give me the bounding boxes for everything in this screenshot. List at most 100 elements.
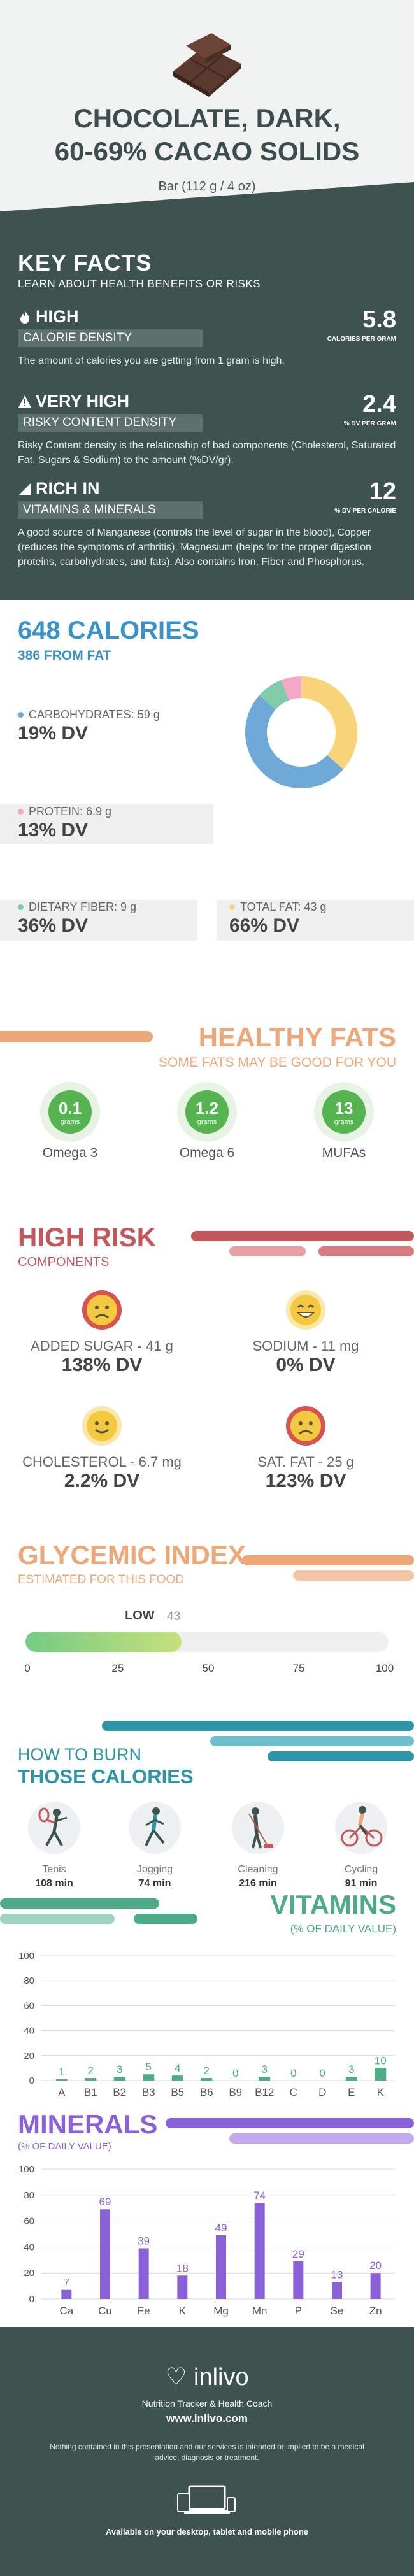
- activity-cleaning: Cleaning 216 min: [223, 1801, 293, 1889]
- high-risk-subtitle: COMPONENTS: [18, 1255, 110, 1269]
- y-tick-label: 60: [24, 2000, 34, 2011]
- decorative-stripe: [0, 1898, 159, 1909]
- bar: [370, 2273, 381, 2299]
- x-tick-label: K: [377, 2086, 385, 2098]
- x-tick-label: Fe: [138, 2305, 150, 2317]
- chart-up-icon: [19, 483, 31, 495]
- decorative-stripe: [268, 1751, 414, 1761]
- x-tick-label: B9: [229, 2086, 242, 2098]
- high-risk-title: HIGH RISK: [18, 1222, 157, 1252]
- bar-value-label: 0: [232, 2067, 238, 2079]
- decorative-stripe: [0, 1914, 115, 1924]
- vitamins-title: VITAMINS: [270, 1889, 396, 1919]
- brand-logo[interactable]: ♡ inlivo: [165, 2364, 249, 2391]
- glycemic-subtitle: ESTIMATED FOR THIS FOOD: [18, 1573, 185, 1586]
- bar: [85, 2078, 97, 2081]
- tennis-icon: [28, 1802, 80, 1854]
- bar-value-label: 0: [320, 2067, 325, 2079]
- nutrient-total-fat: TOTAL FAT: 43 g 66% DV: [229, 900, 327, 936]
- risk-sodium: SODIUM - 11 mg 0% DV: [210, 1290, 401, 1376]
- y-tick-label: 40: [24, 2026, 34, 2037]
- y-tick-label: 100: [18, 1951, 34, 1961]
- bar: [113, 2077, 125, 2081]
- burn-title-line1: HOW TO BURN: [18, 1745, 142, 1764]
- nutrient-dv: 66% DV: [229, 915, 300, 936]
- glycemic-tick: 50: [202, 1662, 215, 1674]
- x-tick-label: B2: [113, 2086, 126, 2098]
- bar: [55, 2079, 68, 2081]
- x-tick-label: B12: [255, 2086, 274, 2098]
- nutrient-protein: PROTEIN: 6.9 g 13% DV: [18, 805, 112, 841]
- glycemic-value: 43: [167, 1610, 181, 1623]
- vitamins-bar-chart: 0 20 40 60 80 100 1 A 2 B1 3 B2 5 B3 4 B5 2 B6 0 B9 3 B12 0 C 0 D…: [18, 1951, 395, 2098]
- bar-value-label: 1: [59, 2066, 64, 2078]
- glycemic-tick: 0: [24, 1662, 31, 1674]
- devices-icon: [177, 2485, 236, 2514]
- bar: [61, 2289, 72, 2299]
- bar: [177, 2275, 188, 2299]
- cycling-icon: [335, 1802, 387, 1854]
- serving-size: Bar (112 g / 4 oz): [158, 180, 256, 194]
- fact-risky-content: VERY HIGH RISKY CONTENT DENSITY 2.4 % DV …: [18, 392, 396, 467]
- bar-value-label: 2: [204, 2065, 210, 2077]
- website-link[interactable]: www.inlivo.com: [166, 2412, 248, 2424]
- healthy-fats-section: HEALTHY FATS SOME FATS MAY BE GOOD FOR Y…: [0, 1017, 414, 1208]
- legend-dot: [18, 712, 24, 718]
- flame-icon: [20, 310, 29, 324]
- warning-icon: [18, 395, 31, 408]
- legend-dot: [18, 809, 24, 815]
- fact-value: 12: [369, 478, 396, 505]
- nutrient-carbohydrates: CARBOHYDRATES: 59 g 19% DV: [18, 708, 160, 744]
- hero-section: CHOCOLATE, DARK, 60-69% CACAO SOLIDS Bar…: [0, 0, 414, 211]
- bar: [332, 2282, 342, 2299]
- fact-description: The amount of calories you are getting f…: [18, 355, 285, 366]
- bar-value-label: 29: [292, 2248, 304, 2260]
- x-tick-label: B5: [171, 2086, 184, 2098]
- x-tick-label: Se: [331, 2305, 344, 2317]
- minerals-title: MINERALS: [18, 2109, 158, 2139]
- burn-title-line2: THOSE CALORIES: [18, 1765, 194, 1788]
- bar: [216, 2235, 226, 2299]
- happy-face-icon: [286, 1290, 325, 1330]
- bar: [171, 2075, 183, 2081]
- fact-vitamins-minerals: RICH IN VITAMINS & MINERALS 12 % DV PER C…: [18, 479, 396, 569]
- x-tick-label: Zn: [369, 2305, 382, 2317]
- vitamins-subtitle: (% OF DAILY VALUE): [290, 1923, 396, 1935]
- bar-value-label: 5: [146, 2061, 152, 2073]
- macronutrient-donut-chart: [245, 676, 357, 788]
- x-tick-label: K: [179, 2305, 187, 2317]
- x-tick-label: C: [290, 2086, 297, 2098]
- key-facts-title: KEY FACTS: [18, 250, 152, 276]
- y-tick-label: 60: [24, 2216, 34, 2227]
- decorative-stripe: [229, 2133, 414, 2144]
- food-title: CHOCOLATE, DARK, 60-69% CACAO SOLIDS: [54, 103, 360, 166]
- y-tick-label: 80: [24, 1975, 34, 1986]
- fact-unit: CALORIES PER GRAM: [327, 336, 396, 343]
- fact-unit: % DV PER GRAM: [343, 420, 396, 427]
- fact-description: A good source of Manganese (controls the…: [18, 527, 371, 567]
- high-risk-section: HIGH RISK COMPONENTS ADDED SUGAR - 41 g …: [0, 1208, 414, 1536]
- key-facts-subtitle: LEARN ABOUT HEALTH BENEFITS OR RISKS: [18, 278, 261, 290]
- minerals-section: MINERALS (% OF DAILY VALUE) 0 20 40 60 80 100…: [0, 2109, 414, 2327]
- bar-value-label: 20: [369, 2259, 382, 2272]
- fact-value: 5.8: [362, 306, 396, 333]
- bar-value-label: 4: [175, 2062, 180, 2074]
- x-tick-label: Mn: [252, 2305, 268, 2317]
- x-tick-label: D: [318, 2086, 326, 2098]
- chocolate-bar-image: [173, 33, 241, 97]
- bar-value-label: 69: [99, 2196, 111, 2208]
- bar: [375, 2068, 387, 2081]
- fact-level: RICH IN: [36, 479, 100, 498]
- nutrient-dv: 19% DV: [18, 723, 89, 744]
- glycemic-tick: 25: [111, 1662, 124, 1674]
- bar-value-label: 7: [64, 2277, 69, 2289]
- glycemic-level: LOW: [125, 1609, 155, 1623]
- x-tick-label: Ca: [59, 2305, 73, 2317]
- key-facts-section: KEY FACTS LEARN ABOUT HEALTH BENEFITS OR…: [0, 211, 414, 600]
- x-tick-label: Mg: [213, 2305, 229, 2317]
- vitamins-section: VITAMINS (% OF DAILY VALUE) 0 20 40 60 80 100…: [0, 1889, 414, 2109]
- glycemic-tick: 100: [375, 1662, 394, 1674]
- donut-slice: [245, 695, 344, 788]
- calories-title: 648 CALORIES: [18, 616, 199, 644]
- y-tick-label: 0: [29, 2075, 34, 2086]
